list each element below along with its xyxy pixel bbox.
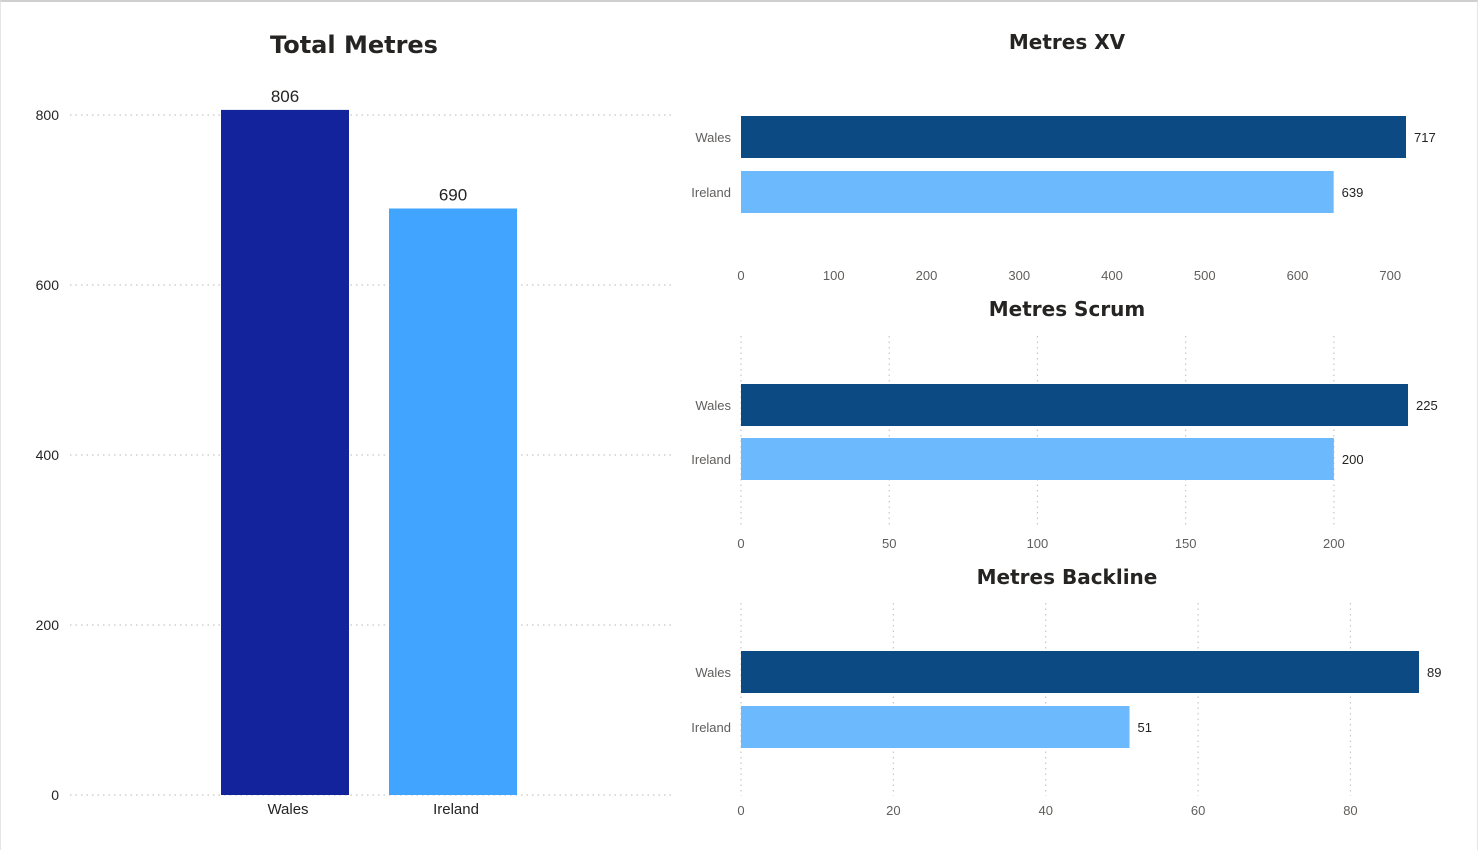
x-tick-label: 500 (1194, 268, 1216, 283)
x-tick-label: 0 (737, 536, 744, 551)
total-metres-chart[interactable]: Total Metres 0 200 400 600 800 806 Wales 690 Ir… (36, 31, 675, 818)
x-tick-label: 0 (737, 268, 744, 283)
x-tick-label: 150 (1175, 536, 1197, 551)
data-label: 717 (1414, 130, 1436, 145)
metres-backline-plot: 0 20 40 60 80 Wales 89 Ireland 51 (691, 603, 1441, 818)
x-category-label: Ireland (433, 801, 479, 818)
data-label: 200 (1342, 452, 1364, 467)
metres-backline-title: Metres Backline (977, 565, 1158, 589)
x-tick-label: 700 (1379, 268, 1401, 283)
x-tick-label: 80 (1343, 803, 1357, 818)
data-label: 690 (439, 186, 467, 205)
x-tick-label: 20 (886, 803, 900, 818)
x-tick-label: 40 (1038, 803, 1052, 818)
y-tick-label: 0 (51, 787, 59, 803)
x-tick-label: 200 (916, 268, 938, 283)
total-metres-bars: 806 Wales 690 Ireland (221, 87, 517, 818)
data-label: 89 (1427, 665, 1441, 680)
y-category-label: Wales (695, 398, 731, 413)
data-label: 806 (271, 87, 299, 106)
total-metres-title: Total Metres (270, 31, 438, 59)
y-tick-label: 800 (36, 107, 60, 123)
x-tick-label: 600 (1287, 268, 1309, 283)
data-label: 51 (1138, 720, 1152, 735)
bar-ireland[interactable] (741, 706, 1130, 748)
data-label: 225 (1416, 398, 1438, 413)
metres-scrum-title: Metres Scrum (989, 297, 1146, 321)
metres-xv-plot: 0 100 200 300 400 500 600 700 Wales 717 Ireland 639 (691, 116, 1436, 283)
metres-scrum-plot: 0 50 100 150 200 Wales 225 Ireland 200 (691, 336, 1438, 551)
metres-scrum-chart[interactable]: Metres Scrum 0 50 100 150 200 Wales 225 Ireland… (691, 297, 1437, 551)
y-tick-label: 600 (36, 277, 60, 293)
bar-ireland[interactable] (741, 438, 1334, 480)
y-category-label: Ireland (691, 452, 731, 467)
metres-xv-chart[interactable]: Metres XV 0 100 200 300 400 500 600 700 Wales 717… (691, 30, 1435, 283)
data-label: 639 (1342, 185, 1364, 200)
bar-wales[interactable] (741, 651, 1419, 693)
y-category-label: Wales (695, 130, 731, 145)
metres-xv-title: Metres XV (1009, 30, 1126, 54)
x-tick-label: 300 (1008, 268, 1030, 283)
x-tick-label: 50 (882, 536, 896, 551)
bar-ireland[interactable] (389, 208, 517, 796)
y-category-label: Ireland (691, 185, 731, 200)
y-category-label: Wales (695, 665, 731, 680)
x-tick-label: 100 (1027, 536, 1049, 551)
x-category-label: Wales (267, 801, 308, 818)
x-tick-label: 60 (1191, 803, 1205, 818)
bar-wales[interactable] (741, 116, 1406, 158)
bar-ireland[interactable] (741, 171, 1334, 213)
x-tick-label: 200 (1323, 536, 1345, 551)
metres-backline-chart[interactable]: Metres Backline 0 20 40 60 80 Wales 89 Ireland 5… (691, 565, 1441, 818)
x-tick-label: 400 (1101, 268, 1123, 283)
y-category-label: Ireland (691, 720, 731, 735)
bar-wales[interactable] (221, 109, 349, 795)
x-tick-label: 100 (823, 268, 845, 283)
y-tick-label: 400 (36, 447, 60, 463)
bar-wales[interactable] (741, 384, 1408, 426)
x-tick-label: 0 (737, 803, 744, 818)
y-tick-label: 200 (36, 617, 60, 633)
total-metres-gridlines: 0 200 400 600 800 (36, 107, 675, 803)
